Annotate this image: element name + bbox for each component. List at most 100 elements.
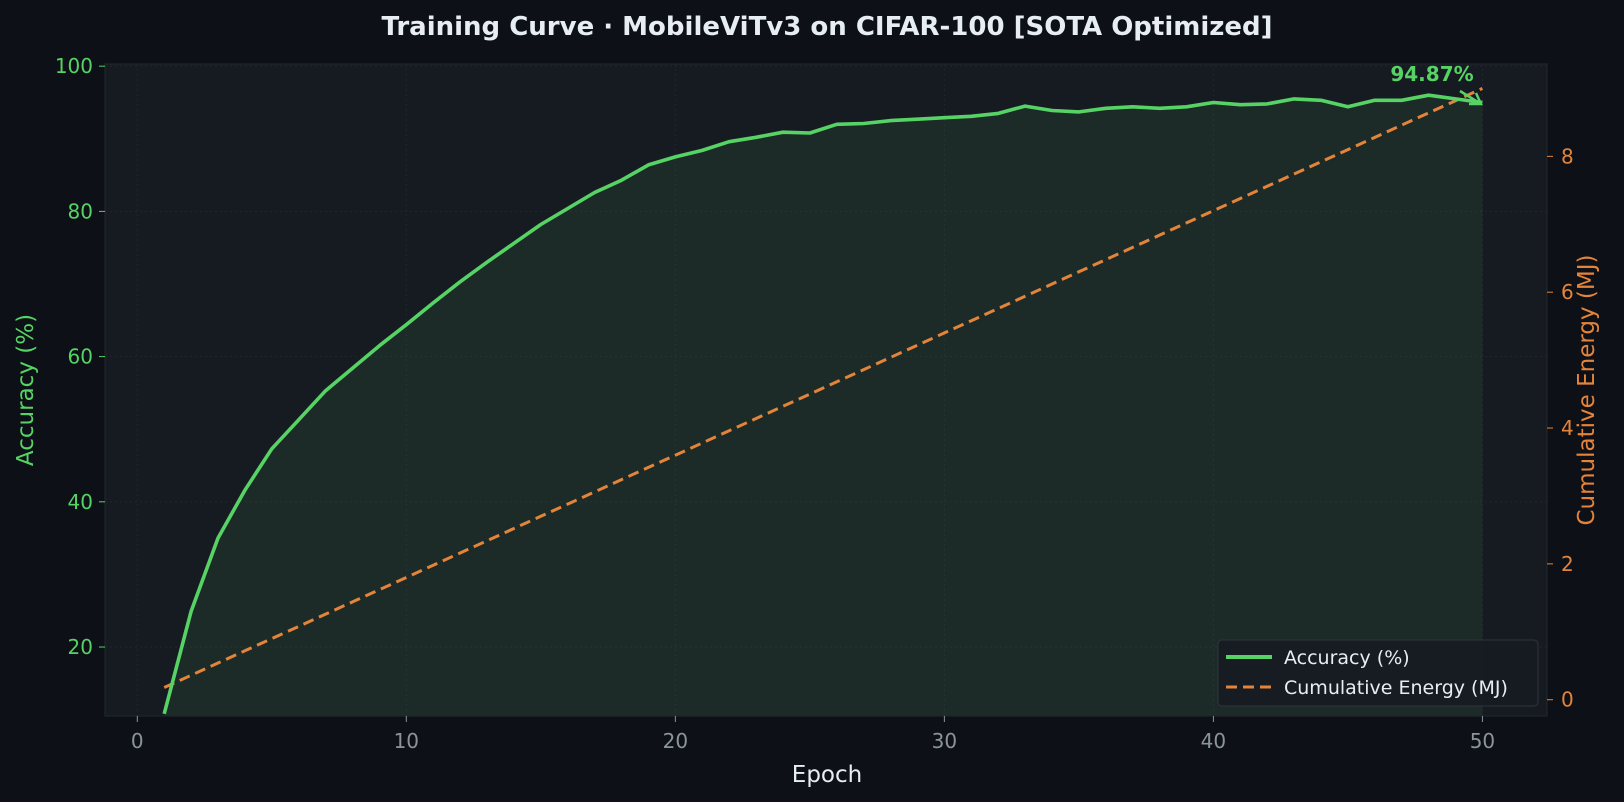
accuracy-point: [377, 344, 381, 348]
energy-point: [1319, 160, 1323, 164]
energy-point: [404, 575, 408, 579]
energy-point: [377, 588, 381, 592]
accuracy-point: [1185, 105, 1189, 109]
accuracy-point: [700, 148, 704, 152]
energy-point: [915, 343, 919, 347]
chart-title: Training Curve · MobileViTv3 on CIFAR-10…: [381, 12, 1272, 42]
x-tick-label: 30: [932, 729, 957, 753]
energy-point: [1346, 148, 1350, 152]
accuracy-point: [1211, 100, 1215, 104]
plot-frame: [104, 63, 1548, 717]
peak-annotation: 94.87%: [1390, 62, 1483, 106]
x-axis-label: Epoch: [792, 762, 862, 788]
accuracy-point: [1104, 106, 1108, 110]
x-tick-label: 10: [394, 729, 419, 753]
energy-point: [1131, 245, 1135, 249]
accuracy-point: [862, 122, 866, 126]
accuracy-point: [889, 119, 893, 123]
energy-point: [297, 624, 301, 628]
y2-tick-label: 2: [1561, 552, 1574, 576]
energy-point: [243, 649, 247, 653]
energy-point: [270, 637, 274, 641]
legend: Accuracy (%) Cumulative Energy (MJ): [1217, 639, 1539, 707]
energy-point: [781, 404, 785, 408]
y2-tick-label: 4: [1561, 416, 1574, 440]
accuracy-point: [1023, 104, 1027, 108]
energy-point: [431, 563, 435, 567]
energy-point: [889, 355, 893, 359]
energy-point: [754, 417, 758, 421]
accuracy-point: [1319, 98, 1323, 102]
accuracy-point: [835, 122, 839, 126]
accuracy-point: [942, 116, 946, 120]
energy-point: [512, 527, 516, 531]
x-tick-label: 0: [131, 729, 144, 753]
energy-point: [1265, 184, 1269, 188]
energy-point: [862, 368, 866, 372]
energy-point: [324, 612, 328, 616]
energy-point: [835, 380, 839, 384]
accuracy-point: [1373, 98, 1377, 102]
accuracy-point: [673, 155, 677, 159]
accuracy-point: [969, 114, 973, 118]
plot-area: [105, 64, 1547, 716]
accuracy-point: [324, 389, 328, 393]
accuracy-point: [727, 140, 731, 144]
accuracy-point: [243, 488, 247, 492]
accuracy-point: [270, 447, 274, 451]
energy-point: [1454, 99, 1458, 103]
energy-point: [1400, 123, 1404, 127]
energy-point: [1158, 233, 1162, 237]
accuracy-point: [1077, 110, 1081, 114]
energy-point: [1023, 294, 1027, 298]
energy-point: [1077, 270, 1081, 274]
energy-point: [458, 551, 462, 555]
energy-point: [189, 673, 193, 677]
energy-point: [216, 661, 220, 665]
accuracy-point: [297, 418, 301, 422]
energy-point: [593, 490, 597, 494]
accuracy-point: [404, 323, 408, 327]
accuracy-point: [566, 206, 570, 210]
x-tick-label: 20: [663, 729, 688, 753]
energy-point: [566, 502, 570, 506]
y-axis-label: Accuracy (%): [13, 314, 39, 466]
accuracy-point: [646, 163, 650, 167]
accuracy-point: [1238, 103, 1242, 107]
energy-point: [1292, 172, 1296, 176]
energy-point: [700, 441, 704, 445]
accuracy-point: [754, 135, 758, 139]
accuracy-point: [781, 130, 785, 134]
energy-point: [646, 465, 650, 469]
accuracy-point: [216, 536, 220, 540]
energy-point: [620, 478, 624, 482]
accuracy-point: [996, 111, 1000, 115]
accuracy-point: [162, 712, 166, 716]
accuracy-point: [915, 117, 919, 121]
energy-point: [539, 514, 543, 518]
accuracy-point: [431, 301, 435, 305]
energy-point: [1238, 196, 1242, 200]
accuracy-point: [485, 260, 489, 264]
energy-point: [996, 307, 1000, 311]
accuracy-point: [189, 609, 193, 613]
energy-point: [1480, 86, 1484, 90]
axis-ticks: 0 10 20 30 40 50 20 40 60 80 100 0 2 4 6 8: [55, 54, 1574, 753]
y2-axis-label: Cumulative Energy (MJ): [1574, 255, 1600, 526]
y2-tick-label: 6: [1561, 280, 1574, 304]
y2-tick-label: 8: [1561, 144, 1574, 168]
energy-point: [1373, 135, 1377, 139]
y-tick-label: 40: [68, 490, 93, 514]
annotation-label: 94.87%: [1390, 62, 1473, 86]
y-tick-label: 100: [55, 54, 93, 78]
energy-point: [1104, 258, 1108, 262]
energy-point: [351, 600, 355, 604]
accuracy-point: [512, 241, 516, 245]
energy-point: [1185, 221, 1189, 225]
accuracy-point: [1292, 97, 1296, 101]
x-tick-label: 40: [1201, 729, 1226, 753]
accuracy-point: [1400, 98, 1404, 102]
x-tick-label: 50: [1470, 729, 1495, 753]
accuracy-point: [1131, 105, 1135, 109]
